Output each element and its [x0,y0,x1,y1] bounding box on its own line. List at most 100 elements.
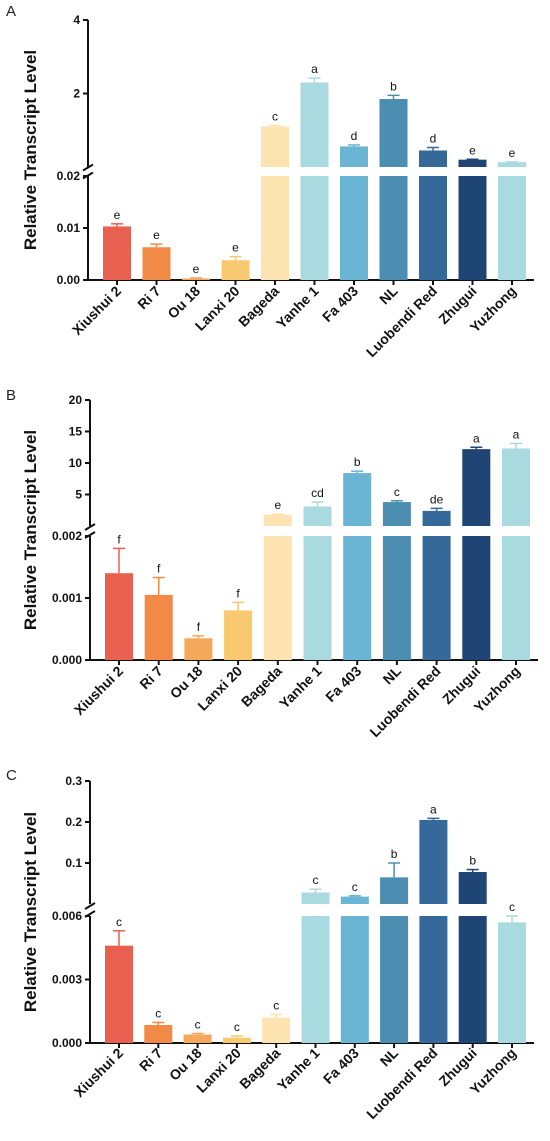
significance-label: e [153,228,160,242]
y-tick-label: 0.2 [65,815,82,829]
axis-break-mark [84,902,96,910]
bar [261,126,289,167]
bar [221,260,250,280]
y-tick-label: 10 [69,456,83,470]
y-tick-label: 0.001 [52,591,82,605]
bar [419,176,447,280]
bar [343,473,372,526]
category-label: Ri 7 [134,283,164,313]
bar [462,449,491,526]
bar [301,916,330,1043]
bar [144,1025,173,1043]
y-tick-label: 5 [75,488,82,502]
bar [498,922,526,1043]
y-tick-label: 4 [73,13,80,27]
bar [105,945,133,1043]
bar [262,1017,291,1043]
significance-label: c [116,915,122,929]
category-label: Ri 7 [136,663,166,693]
bar [419,819,448,904]
bar [103,226,131,280]
significance-label: a [311,62,318,76]
significance-label: a [473,431,480,445]
bar [300,82,329,167]
y-tick-label: 15 [69,425,83,439]
category-label: NL [376,282,401,307]
significance-label: c [234,1020,240,1034]
panel-b: B Relative Transcript Level 0.000 0.001 0.00… [6,387,538,740]
category-label: Luobendi Red [366,663,443,740]
category-label: Yanhe 1 [273,283,322,332]
significance-label: e [232,241,239,255]
y-axis-label: Relative Transcript Level [21,50,40,250]
bar [380,916,409,1043]
significance-label: c [272,109,278,123]
significance-label: c [273,998,279,1012]
y-tick-label: 0.02 [57,169,81,183]
bar [458,159,487,167]
significance-label: c [195,1017,201,1031]
bar [422,536,451,660]
category-label: Lanxi 20 [194,663,245,714]
bar [184,638,213,660]
bar [182,278,210,280]
category-label: NL [380,662,405,687]
significance-label: cd [311,486,324,500]
significance-label: c [509,900,515,914]
significance-label: e [193,262,200,276]
significance-label: c [155,1006,161,1020]
significance-label: c [313,873,319,887]
category-label: Fa 403 [322,663,364,705]
category-label: Yanhe 1 [274,1045,323,1094]
bar [263,514,292,526]
bar [458,872,487,904]
y-tick-label: 2 [73,87,80,101]
category-label: Luobendi Red [363,1045,440,1122]
significance-label: b [469,854,476,868]
bar [382,536,411,660]
y-axis-label: Relative Transcript Level [21,812,40,1012]
y-axis-label: Relative Transcript Level [21,430,40,630]
bar [498,176,526,280]
significance-label: e [114,208,121,222]
bar [380,877,409,904]
significance-label: f [197,620,201,634]
panel-c: C Relative Transcript Level 0.000 0.003 0.00… [6,767,534,1122]
panel-letter: A [6,3,16,20]
y-tick-label: 0.00 [57,273,81,287]
significance-label: de [430,492,444,506]
y-tick-label: 0.3 [65,774,82,788]
bar [105,573,133,660]
bar [379,176,408,280]
bar [462,536,491,660]
bar [422,510,451,526]
category-label: Xiushui 2 [71,1045,126,1100]
significance-label: c [352,880,358,894]
y-tick-label: 0.006 [52,909,82,923]
category-label: Ri 7 [136,1045,166,1075]
bar [303,536,332,660]
significance-label: f [236,586,240,600]
bar [224,610,253,660]
significance-label: a [430,802,437,816]
significance-label: d [351,129,358,143]
bar [301,892,330,904]
bar [300,176,329,280]
bar [340,896,369,904]
y-tick-label: 0.000 [52,1036,82,1050]
bar [303,506,332,526]
significance-label: b [354,455,361,469]
bar [263,536,292,660]
significance-label: d [430,132,437,146]
bar [343,536,372,660]
bar [261,176,289,280]
axis-break-mark [84,523,96,531]
axis-break-mark [82,163,94,172]
category-label: Fa 403 [320,1045,362,1087]
significance-label: e [274,498,281,512]
bar [502,536,530,660]
bar [382,502,411,526]
bar [379,99,408,167]
bar [142,247,171,280]
